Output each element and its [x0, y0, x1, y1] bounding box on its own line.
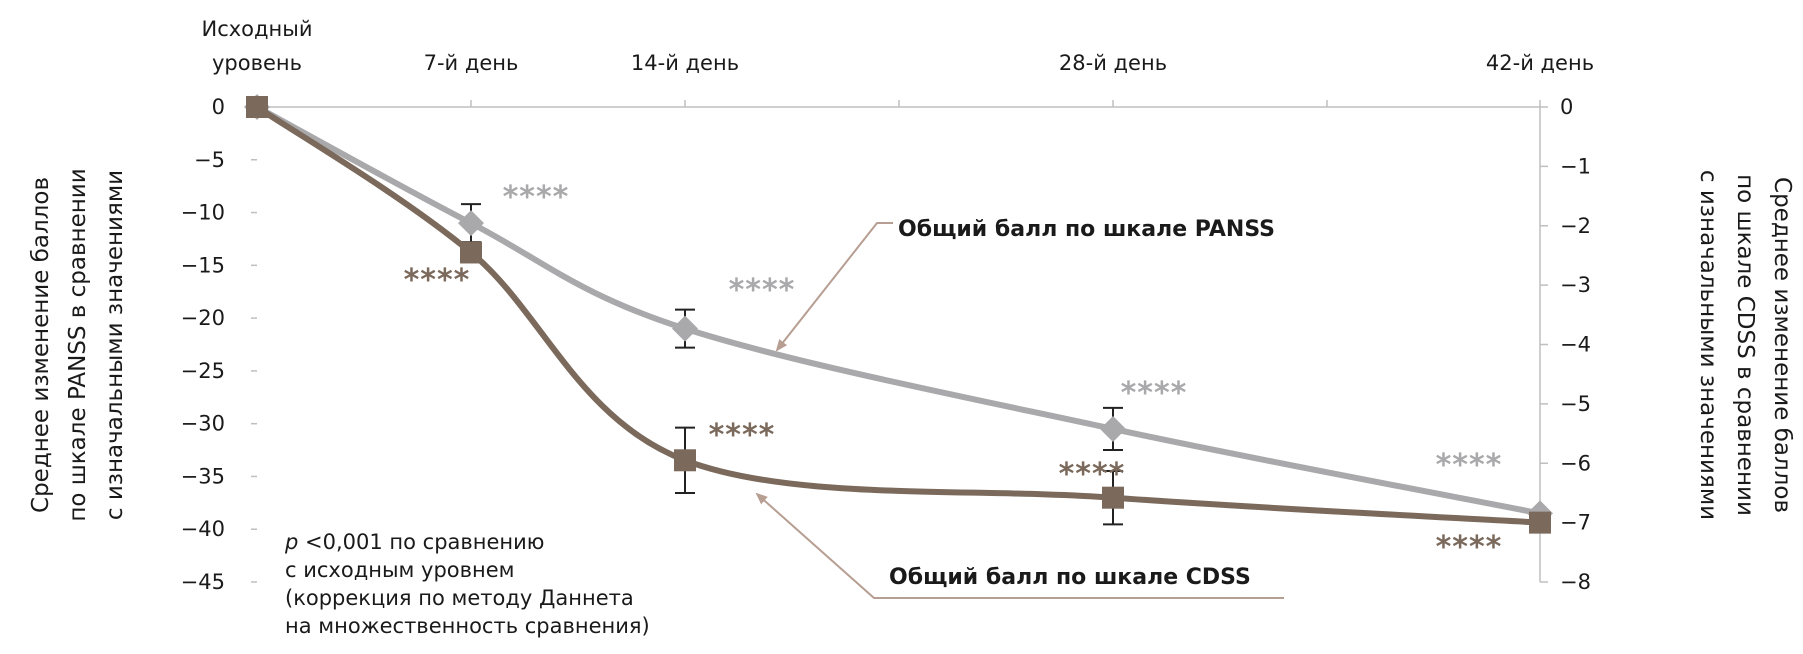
- data-point-square: [1529, 511, 1551, 534]
- series-label-cdss: Общий балл по шкале CDSS: [889, 565, 1251, 590]
- right-tick-label: −6: [1560, 451, 1591, 475]
- left-axis-title-line: с изначальными значениями: [102, 170, 128, 520]
- left-tick-label: −20: [181, 306, 225, 330]
- series-line-diamond: [254, 104, 1543, 517]
- x-tick-label: уровень: [212, 51, 302, 75]
- left-axis-title-line: по шкале PANSS в сравнении: [65, 168, 91, 521]
- significance-stars: ****: [1436, 448, 1503, 483]
- note-p: p: [284, 530, 305, 554]
- left-tick-label: 0: [212, 95, 225, 119]
- left-tick-label: −15: [181, 253, 225, 277]
- right-tick-label: −3: [1560, 273, 1591, 297]
- right-axis-title-line: Среднее изменение баллов: [1769, 177, 1795, 513]
- x-tick-label: 28-й день: [1059, 51, 1167, 75]
- note-line: (коррекция по методу Даннета: [285, 586, 634, 610]
- left-tick-label: −30: [181, 412, 225, 436]
- left-tick-label: −25: [181, 359, 225, 383]
- x-tick-label: 7-й день: [424, 51, 519, 75]
- note-line: на множественность сравнения): [285, 614, 650, 638]
- left-tick-label: −5: [194, 148, 225, 172]
- significance-stars: ****: [709, 418, 776, 453]
- left-axis-title: Среднее изменение баллов по шкале PANSS в…: [28, 168, 128, 521]
- significance-stars: ****: [1121, 376, 1188, 411]
- data-point-square: [674, 449, 696, 472]
- x-tick-label: 42-й день: [1486, 51, 1594, 75]
- panss-label-arrow: [775, 222, 893, 352]
- significance-stars: ****: [729, 273, 796, 308]
- left-tick-label: −45: [181, 570, 225, 594]
- left-axis-title-line: Среднее изменение баллов: [28, 177, 54, 513]
- data-point-square: [460, 241, 482, 264]
- left-tick-label: −10: [181, 201, 225, 225]
- data-point-square: [246, 96, 268, 118]
- note-line: с исходным уровнем: [285, 558, 515, 582]
- right-tick-label: 0: [1560, 95, 1573, 119]
- right-tick-label: −4: [1560, 333, 1591, 357]
- x-tick-label: 14-й день: [631, 51, 739, 75]
- data-point-square: [1102, 486, 1124, 509]
- significance-stars: ****: [404, 263, 471, 298]
- note-text: <0,001 по сравнению: [305, 530, 544, 554]
- right-tick-label: −7: [1560, 511, 1591, 535]
- series-label-panss: Общий балл по шкале PANSS: [898, 217, 1275, 242]
- right-tick-label: −8: [1560, 570, 1591, 594]
- significance-stars: ****: [503, 180, 570, 215]
- right-axis-title: Среднее изменение баллов по шкале CDSS в …: [1695, 170, 1795, 520]
- significance-stars: ****: [1436, 530, 1503, 565]
- right-tick-label: −1: [1560, 154, 1591, 178]
- data-point-diamond: [458, 210, 484, 237]
- series-line-square: [254, 104, 1543, 526]
- cdss-label-arrow: [755, 492, 1284, 599]
- significance-stars: ****: [1059, 457, 1126, 492]
- note-line: p <0,001 по сравнению: [284, 530, 545, 554]
- x-tick-label: Исходный: [201, 17, 312, 41]
- data-point-diamond: [1100, 415, 1126, 442]
- left-tick-label: −40: [181, 517, 225, 541]
- data-point-diamond: [672, 315, 698, 342]
- left-tick-label: −35: [181, 464, 225, 488]
- right-axis-title-line: с изначальными значениями: [1695, 170, 1721, 520]
- right-axis-title-line: по шкале CDSS в сравнении: [1732, 174, 1758, 516]
- right-tick-label: −5: [1560, 392, 1591, 416]
- right-tick-label: −2: [1560, 214, 1591, 238]
